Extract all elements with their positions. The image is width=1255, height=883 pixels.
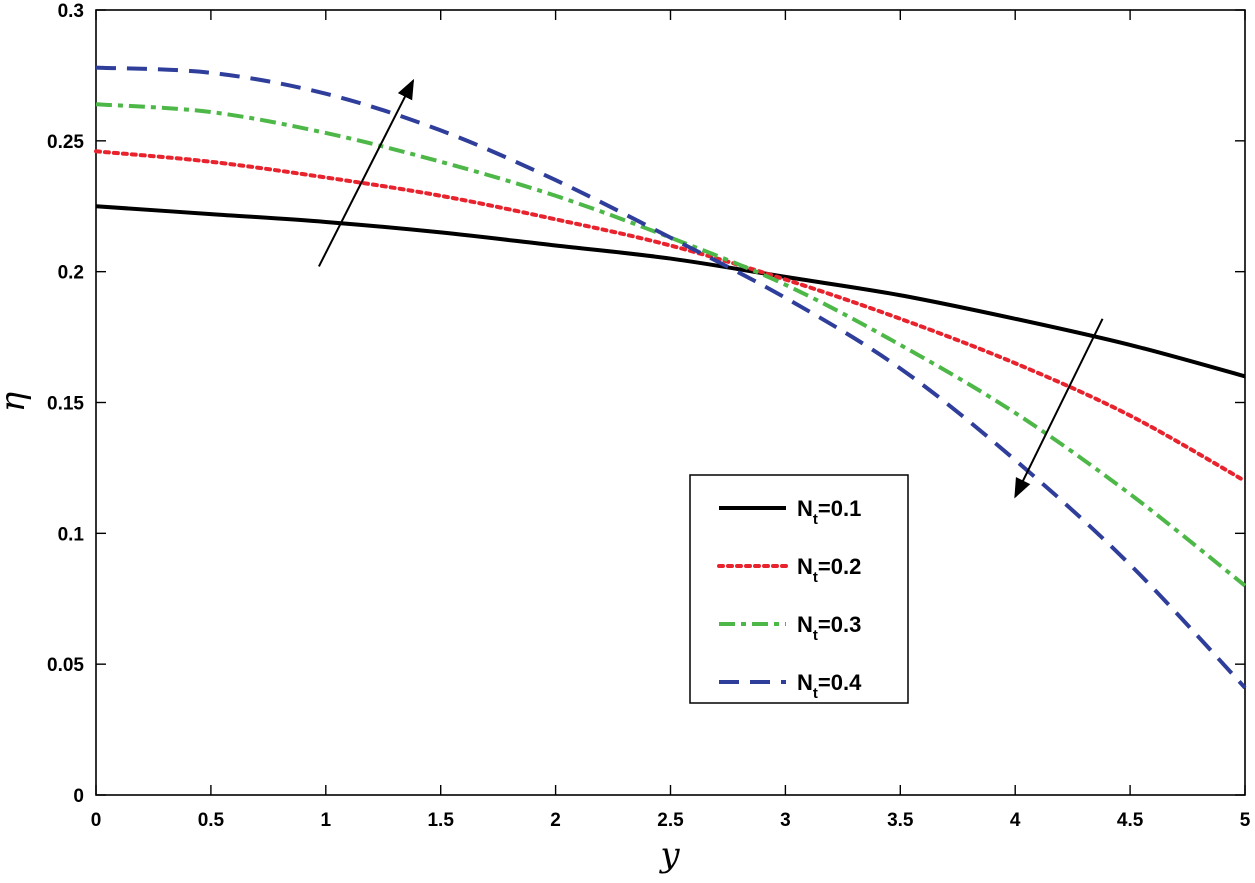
y-tick-label: 0.25 <box>47 132 84 153</box>
series-line-2 <box>94 149 1247 483</box>
legend-label-1: Nt=0.1 <box>797 496 861 528</box>
plot-area <box>95 9 1246 796</box>
x-tick-label: 0 <box>91 810 102 831</box>
y-tick-label: 0.05 <box>47 655 84 676</box>
series-line-1 <box>95 204 1246 379</box>
annotation-arrows <box>318 78 1104 499</box>
x-tick-label: 1 <box>321 810 332 831</box>
y-tick-label: 0.3 <box>58 1 84 22</box>
x-tick-label: 4 <box>1010 810 1021 831</box>
legend: Nt=0.1 Nt=0.2 Nt=0.3 Nt=0.4 <box>689 474 909 704</box>
legend-box <box>689 474 909 704</box>
y-tick-label: 0.1 <box>58 524 85 545</box>
axis-ticks: 0 0.5 1 1.5 2 2.5 3 3.5 4 4.5 5 0 0.05 0.1 0.15 0.2 0.25… <box>47 1 1251 831</box>
y-tick-label: 0.2 <box>58 263 84 284</box>
annotation-arrow-2 <box>1014 318 1104 499</box>
x-tick-label: 3.5 <box>887 810 914 831</box>
y-axis-title: η <box>0 391 33 412</box>
y-tick-label: 0 <box>73 786 84 807</box>
x-tick-label: 5 <box>1240 810 1251 831</box>
x-tick-label: 2.5 <box>657 810 684 831</box>
legend-label-3: Nt=0.3 <box>797 612 861 644</box>
annotation-arrow-1 <box>318 78 415 267</box>
legend-label-2: Nt=0.2 <box>797 554 861 586</box>
x-tick-label: 2 <box>550 810 561 831</box>
x-tick-label: 3 <box>780 810 791 831</box>
series-lines <box>94 65 1247 690</box>
x-tick-label: 4.5 <box>1117 810 1144 831</box>
series-line-4 <box>95 65 1247 690</box>
x-tick-label: 1.5 <box>427 810 454 831</box>
x-tick-label: 0.5 <box>198 810 225 831</box>
legend-label-4: Nt=0.4 <box>797 670 862 702</box>
y-tick-label: 0.15 <box>47 394 84 415</box>
x-axis-title: y <box>658 835 680 875</box>
